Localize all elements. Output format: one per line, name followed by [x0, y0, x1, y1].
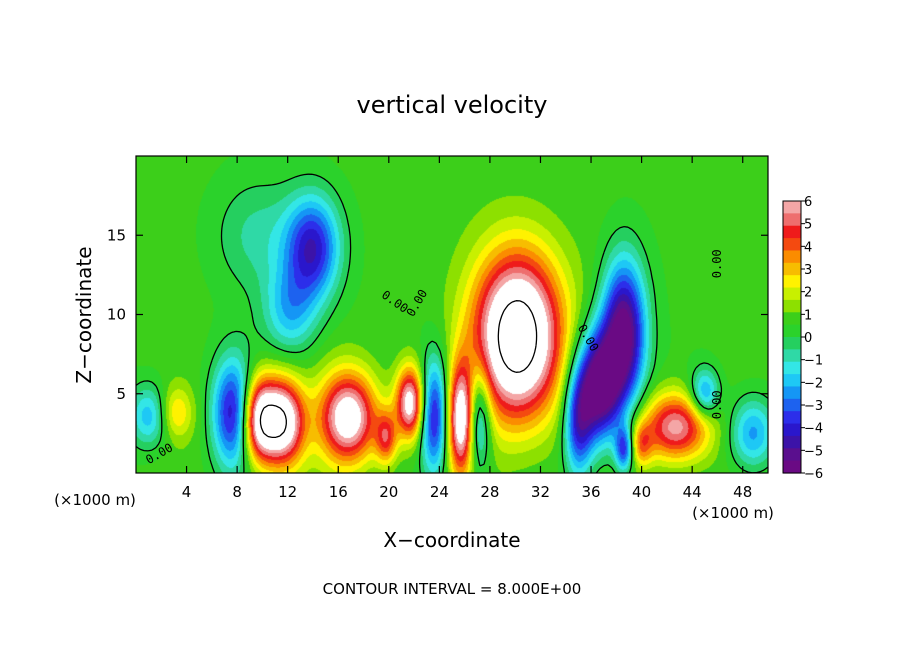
- colorbar-swatch: [783, 460, 801, 474]
- colorbar-label: 2: [804, 286, 812, 301]
- y-tick-label: 10: [107, 306, 126, 324]
- colorbar-swatch: [783, 250, 801, 264]
- colorbar-label: −3: [804, 399, 823, 414]
- x-tick-label: 36: [581, 483, 600, 501]
- x-tick-label: 20: [379, 483, 398, 501]
- colorbar-swatch: [783, 448, 801, 462]
- colorbar-swatch: [783, 435, 801, 449]
- colorbar-swatch: [783, 299, 801, 313]
- contour-label: 0.00: [710, 390, 724, 419]
- colorbar-swatch: [783, 398, 801, 412]
- colorbar-swatch: [783, 287, 801, 301]
- colorbar-label: −6: [804, 467, 823, 482]
- contour-interval-note: CONTOUR INTERVAL = 8.000E+00: [323, 580, 582, 598]
- x-tick-label: 40: [632, 483, 651, 501]
- x-tick-label: 8: [232, 483, 242, 501]
- colorbar-label: 6: [804, 195, 812, 210]
- colorbar-swatch: [783, 324, 801, 338]
- colorbar-swatch: [783, 225, 801, 239]
- x-tick-label: 48: [733, 483, 752, 501]
- colorbar-swatch: [783, 423, 801, 437]
- x-tick-label: 12: [278, 483, 297, 501]
- contour-line-zero: [259, 300, 538, 439]
- colorbar-label: 4: [804, 240, 812, 255]
- y-axis-ticks: 5 10 15: [107, 226, 768, 403]
- x-unit-left: (×1000 m): [54, 491, 136, 509]
- x-tick-label: 32: [531, 483, 550, 501]
- y-tick-label: 5: [116, 385, 126, 403]
- x-tick-label: 16: [329, 483, 348, 501]
- y-tick-label: 15: [107, 226, 126, 244]
- contour-line-zero: [135, 173, 769, 474]
- x-axis-label: X−coordinate: [383, 528, 520, 552]
- colorbar-label: −4: [804, 422, 823, 437]
- colorbar-label: −5: [804, 444, 823, 459]
- x-tick-label: 28: [480, 483, 499, 501]
- colorbar-swatch: [783, 361, 801, 375]
- colorbar-label: 0: [804, 331, 812, 346]
- plot-area: 0.000.000.000.000.000.00: [135, 155, 769, 474]
- colorbar-swatch: [783, 201, 801, 214]
- y-axis-label: Z−coordinate: [72, 246, 96, 383]
- x-tick-label: 44: [683, 483, 702, 501]
- colorbar-label: −1: [804, 354, 823, 369]
- contour-label: 0.00: [710, 249, 724, 278]
- colorbar-swatch: [783, 312, 801, 326]
- colorbar-label: 1: [804, 308, 812, 323]
- colorbar-swatch: [783, 337, 801, 350]
- colorbar-swatch: [783, 386, 801, 400]
- colorbar-swatch: [783, 349, 801, 363]
- x-axis-ticks: 4 8 12 16 20 24 28 32 36 40 44 48: [182, 156, 752, 501]
- colorbar-label: 3: [804, 263, 812, 278]
- colorbar: 6 5 4 3 2 1 0 −1 −2 −3 −4 −5 −6: [782, 195, 823, 482]
- zero-contours: [135, 173, 769, 474]
- colorbar-swatch: [783, 275, 801, 289]
- chart-title: vertical velocity: [357, 91, 548, 119]
- colorbar-swatch: [783, 411, 801, 425]
- x-tick-label: 4: [182, 483, 192, 501]
- colorbar-swatch: [783, 262, 801, 276]
- colorbar-swatch: [783, 374, 801, 388]
- heatmap-field: [136, 156, 768, 473]
- x-tick-label: 24: [430, 483, 449, 501]
- colorbar-swatch: [783, 238, 801, 252]
- x-unit-right: (×1000 m): [692, 504, 774, 522]
- colorbar-swatch: [783, 213, 801, 227]
- colorbar-label: −2: [804, 376, 823, 391]
- colorbar-label: 5: [804, 218, 812, 233]
